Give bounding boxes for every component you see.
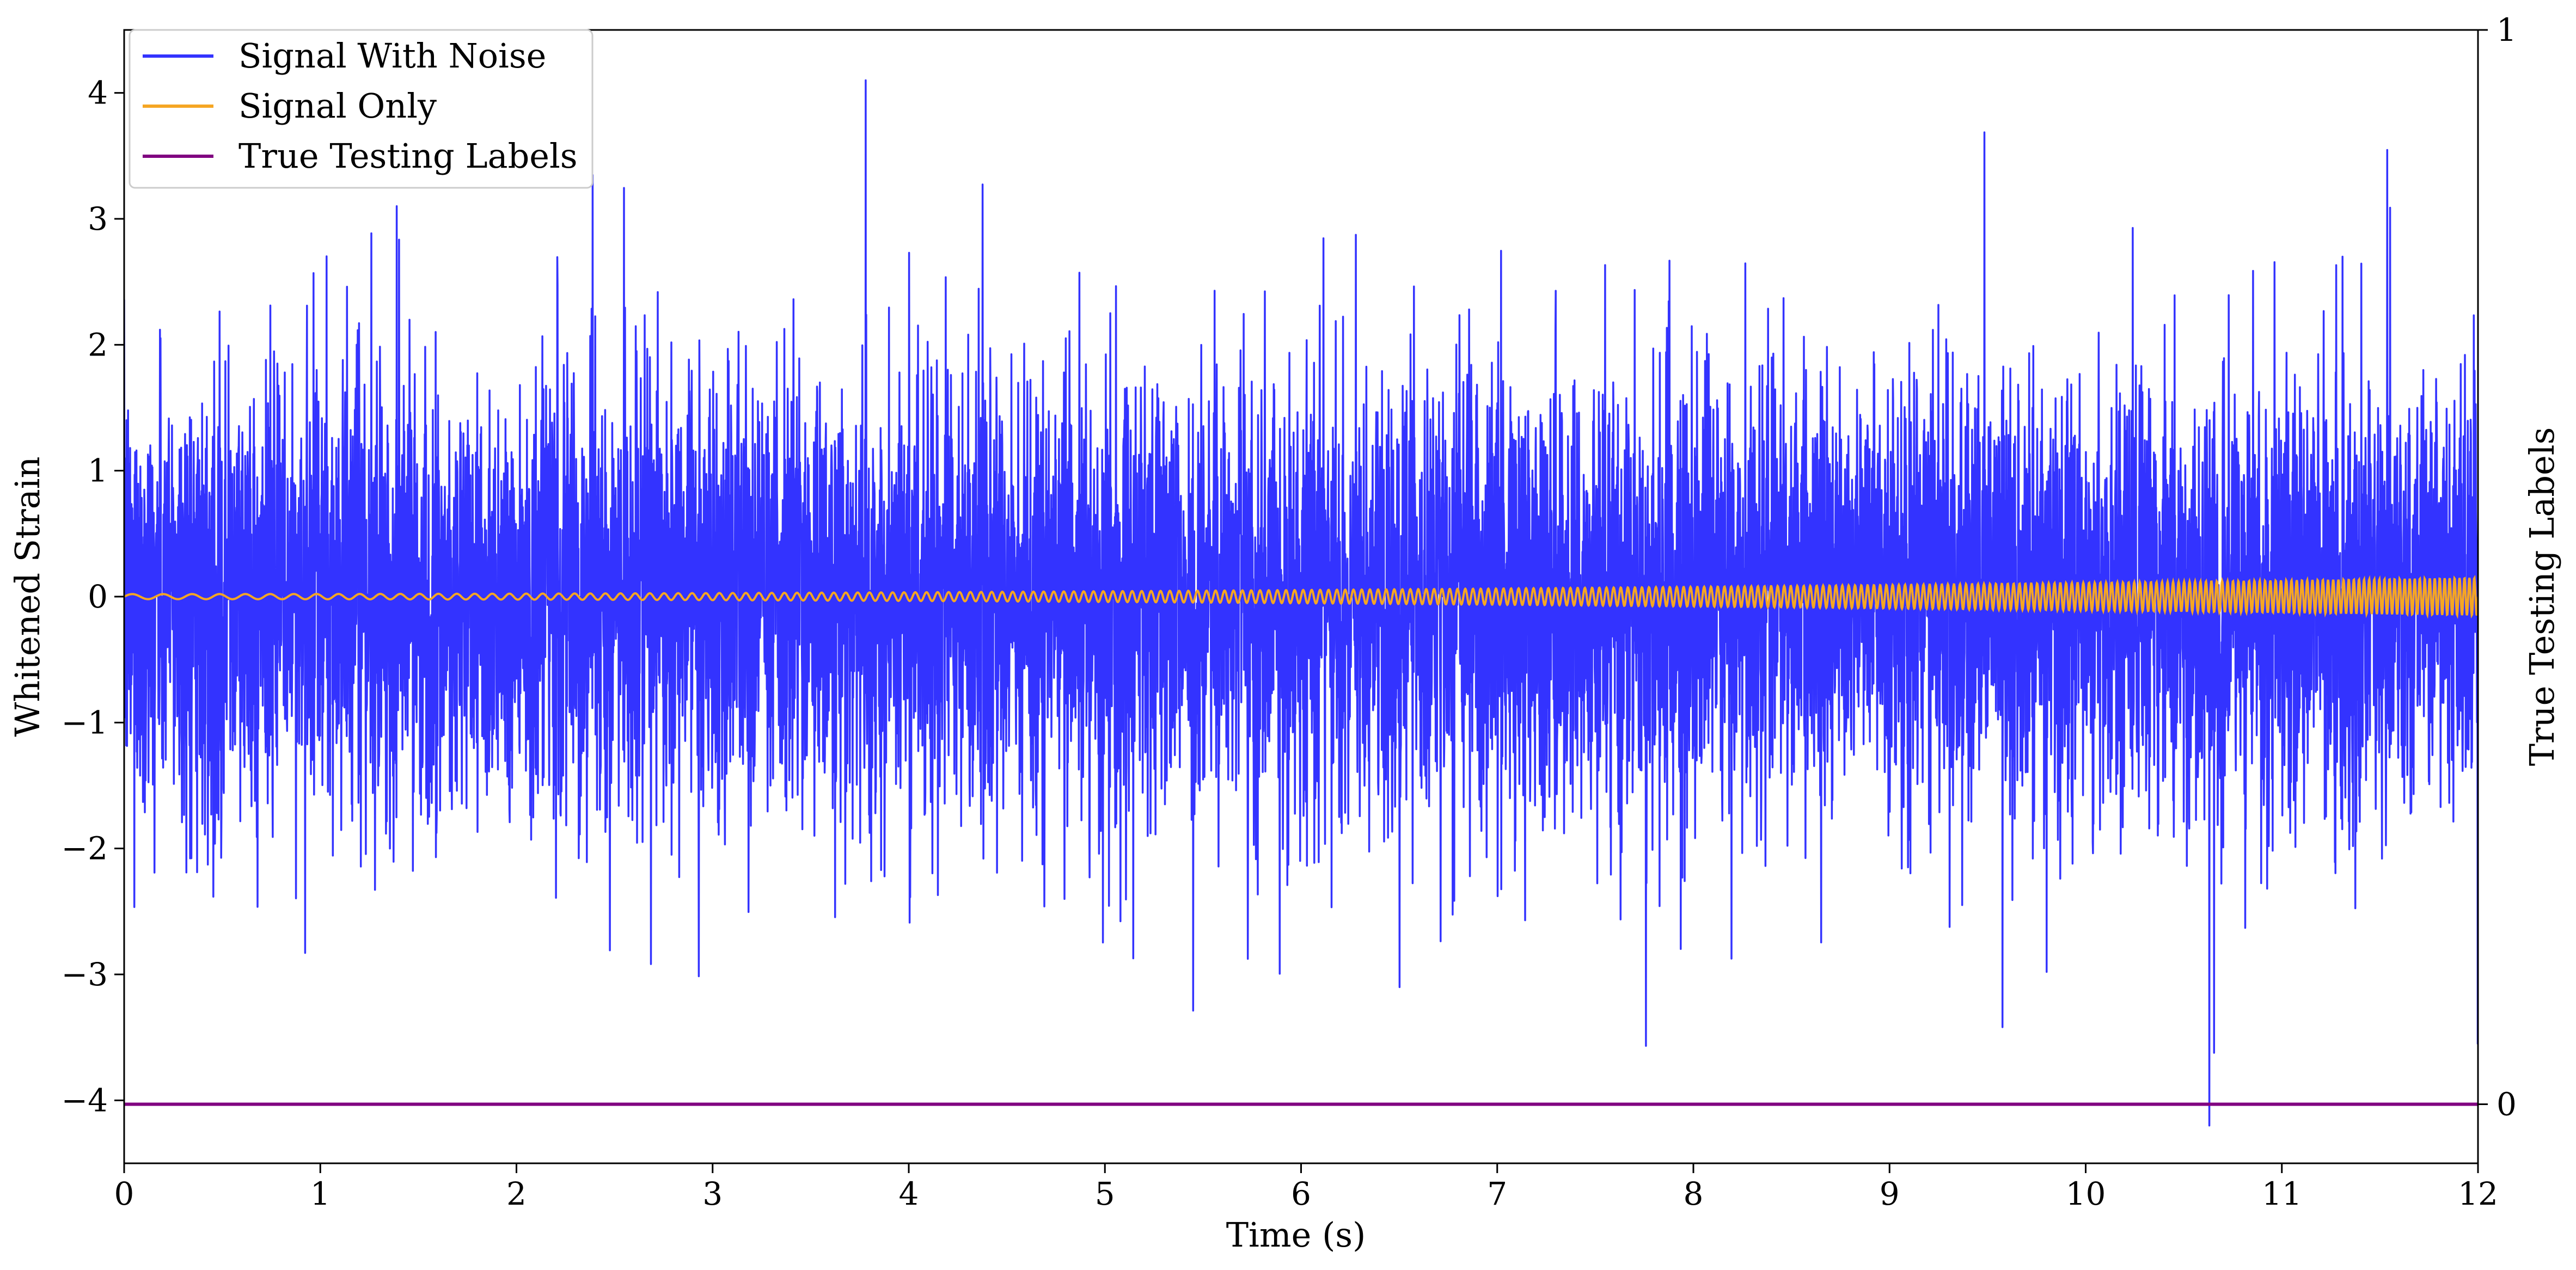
y2-axis-label: True Testing Labels [2522, 427, 2562, 766]
y-tick-label: 2 [88, 326, 108, 363]
x-tick-label: 11 [2262, 1175, 2302, 1212]
y-tick-label: 4 [88, 75, 108, 112]
x-tick-label: 1 [310, 1175, 331, 1212]
x-tick-label: 6 [1291, 1175, 1311, 1212]
x-axis-ticks: 0 1 2 3 4 5 6 7 8 9 10 11 12 [114, 1163, 2498, 1212]
series-signal-only [124, 575, 2478, 619]
y2-tick-label: 0 [2497, 1085, 2517, 1122]
x-axis-label: Time (s) [1226, 1215, 1366, 1255]
x-tick-label: 10 [2066, 1175, 2106, 1212]
x-tick-label: 8 [1684, 1175, 1704, 1212]
y2-axis-ticks: 01 [2478, 11, 2517, 1122]
y-tick-label: 1 [88, 452, 108, 489]
y-tick-label: 0 [88, 578, 108, 615]
x-tick-label: 2 [506, 1175, 527, 1212]
legend-box [129, 29, 593, 189]
legend: Signal With Noise Signal Only True Testi… [129, 29, 593, 189]
x-tick-label: 9 [1880, 1175, 1900, 1212]
y-axis-ticks: −4 −3 −2 −1 0 1 2 3 4 [62, 75, 124, 1119]
y-tick-label: −4 [62, 1082, 108, 1119]
y-axis-label: Whitened Strain [8, 457, 47, 737]
y-tick-label: 3 [88, 200, 108, 237]
x-tick-label: 4 [899, 1175, 919, 1212]
x-tick-label: 3 [702, 1175, 723, 1212]
y2-tick-label: 1 [2497, 11, 2517, 48]
x-tick-label: 12 [2458, 1175, 2498, 1212]
legend-label-true-testing-labels: True Testing Labels [238, 136, 578, 176]
legend-label-signal-with-noise: Signal With Noise [238, 36, 546, 76]
plot-lines [124, 79, 2478, 1127]
x-tick-label: 0 [114, 1175, 134, 1212]
legend-label-signal-only: Signal Only [238, 86, 437, 126]
y-tick-label: −3 [62, 956, 108, 993]
x-tick-label: 5 [1095, 1175, 1115, 1212]
x-tick-label: 7 [1487, 1175, 1507, 1212]
y-tick-label: −1 [62, 704, 108, 741]
y-tick-label: −2 [62, 830, 108, 867]
